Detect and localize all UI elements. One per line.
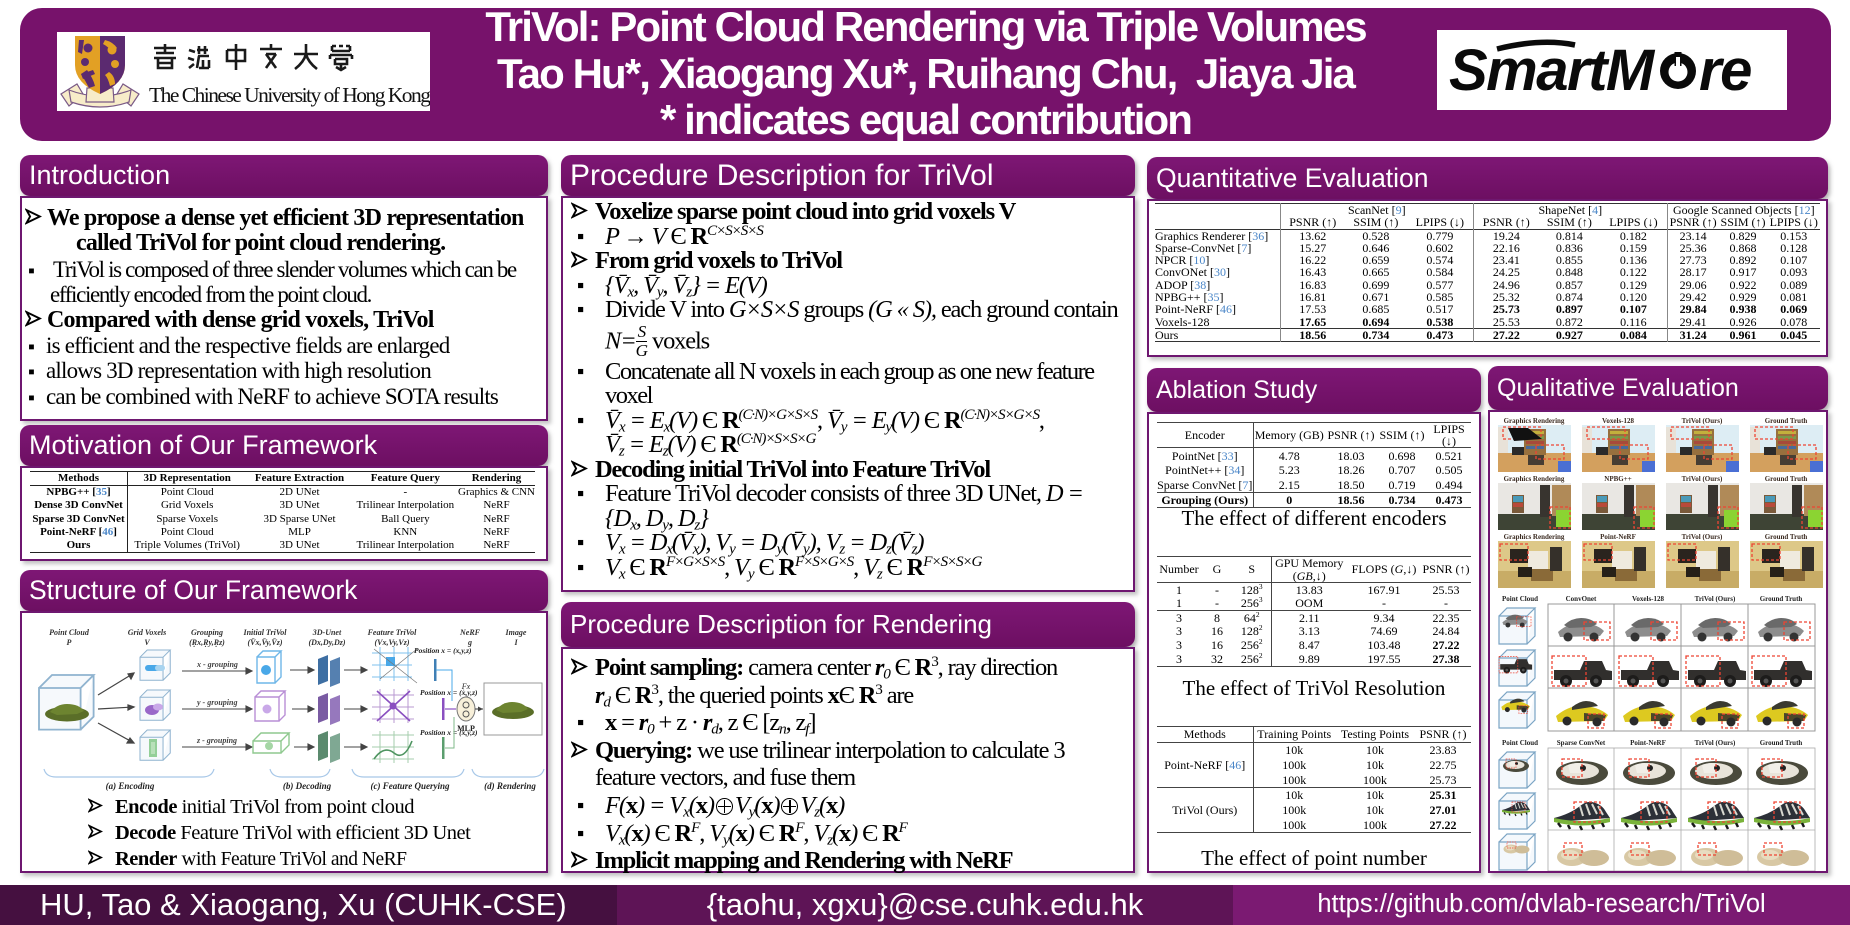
svg-text:Point-NeRF: Point-NeRF — [1600, 533, 1636, 541]
svg-text:Position x = (x,y,z): Position x = (x,y,z) — [414, 646, 472, 655]
svg-text:Image: Image — [505, 628, 527, 637]
svg-text:NeRF: NeRF — [459, 628, 481, 637]
svg-text:Graphics Rendering: Graphics Rendering — [1504, 417, 1565, 425]
svg-text:Ground Truth: Ground Truth — [1760, 595, 1803, 603]
svg-text:(Dx,Dy,Dz): (Dx,Dy,Dz) — [308, 638, 345, 647]
svg-text:(Ṛx,Ṛy,Ṛz): (Ṛx,Ṛy,Ṛz) — [189, 638, 225, 647]
svg-text:y - grouping: y - grouping — [196, 698, 237, 707]
svg-text:(V̄x,V̄y,V̄z): (V̄x,V̄y,V̄z) — [247, 638, 282, 647]
svg-text:ConvOnet: ConvOnet — [1566, 595, 1597, 603]
svg-text:Ground Truth: Ground Truth — [1765, 417, 1808, 425]
svg-text:z - grouping: z - grouping — [196, 736, 237, 745]
svg-text:TriVol (Ours): TriVol (Ours) — [1682, 475, 1723, 483]
svg-text:SmartM: SmartM — [1449, 38, 1656, 103]
svg-text:TriVol (Ours): TriVol (Ours) — [1695, 595, 1736, 603]
svg-text:Position x = (x,y,z): Position x = (x,y,z) — [420, 688, 478, 697]
svg-text:Ground Truth: Ground Truth — [1760, 739, 1803, 747]
svg-text:Voxels-128: Voxels-128 — [1632, 595, 1665, 603]
svg-text:MLP: MLP — [457, 724, 475, 733]
svg-text:I: I — [513, 638, 518, 647]
svg-text:(c) Feature Querying: (c) Feature Querying — [371, 781, 450, 791]
svg-text:Feature TriVol: Feature TriVol — [367, 628, 418, 637]
svg-text:NPBG++: NPBG++ — [1604, 475, 1631, 483]
svg-text:Graphics Rendering: Graphics Rendering — [1504, 475, 1565, 483]
svg-text:x - grouping: x - grouping — [196, 660, 238, 669]
svg-text:(d) Rendering: (d) Rendering — [484, 781, 536, 791]
svg-text:(a) Encoding: (a) Encoding — [106, 781, 155, 791]
svg-text:3D-Unet: 3D-Unet — [312, 628, 342, 637]
svg-text:TriVol (Ours): TriVol (Ours) — [1695, 739, 1736, 747]
svg-text:TriVol (Ours): TriVol (Ours) — [1682, 417, 1723, 425]
svg-text:Voxels-128: Voxels-128 — [1602, 417, 1635, 425]
svg-text:Point-NeRF: Point-NeRF — [1630, 739, 1666, 747]
svg-text:V: V — [144, 638, 150, 647]
svg-text:Grouping: Grouping — [191, 628, 223, 637]
svg-text:Point Cloud: Point Cloud — [1502, 739, 1538, 747]
svg-text:(b) Decoding: (b) Decoding — [283, 781, 332, 791]
svg-text:Initial TriVol: Initial TriVol — [242, 628, 287, 637]
svg-text:g: g — [467, 638, 472, 647]
svg-text:Point Cloud: Point Cloud — [49, 628, 90, 637]
svg-text:re: re — [1699, 38, 1751, 103]
svg-text:Ground Truth: Ground Truth — [1765, 533, 1808, 541]
svg-text:Point Cloud: Point Cloud — [1502, 595, 1538, 603]
svg-text:Position x = (x,y,z): Position x = (x,y,z) — [420, 728, 478, 737]
svg-text:Graphics Rendering: Graphics Rendering — [1504, 533, 1565, 541]
svg-text:The Chinese University of Hong: The Chinese University of Hong Kong — [149, 83, 430, 107]
svg-text:Grid Voxels: Grid Voxels — [128, 628, 166, 637]
svg-text:TriVol (Ours): TriVol (Ours) — [1682, 533, 1723, 541]
svg-text:P: P — [67, 638, 72, 647]
svg-text:Sparse ConvNet: Sparse ConvNet — [1557, 739, 1606, 747]
svg-text:(Vx,Vy,Vz): (Vx,Vy,Vz) — [374, 638, 409, 647]
svg-text:Ground Truth: Ground Truth — [1765, 475, 1808, 483]
svg-text:F̣x: F̣x — [461, 682, 471, 691]
